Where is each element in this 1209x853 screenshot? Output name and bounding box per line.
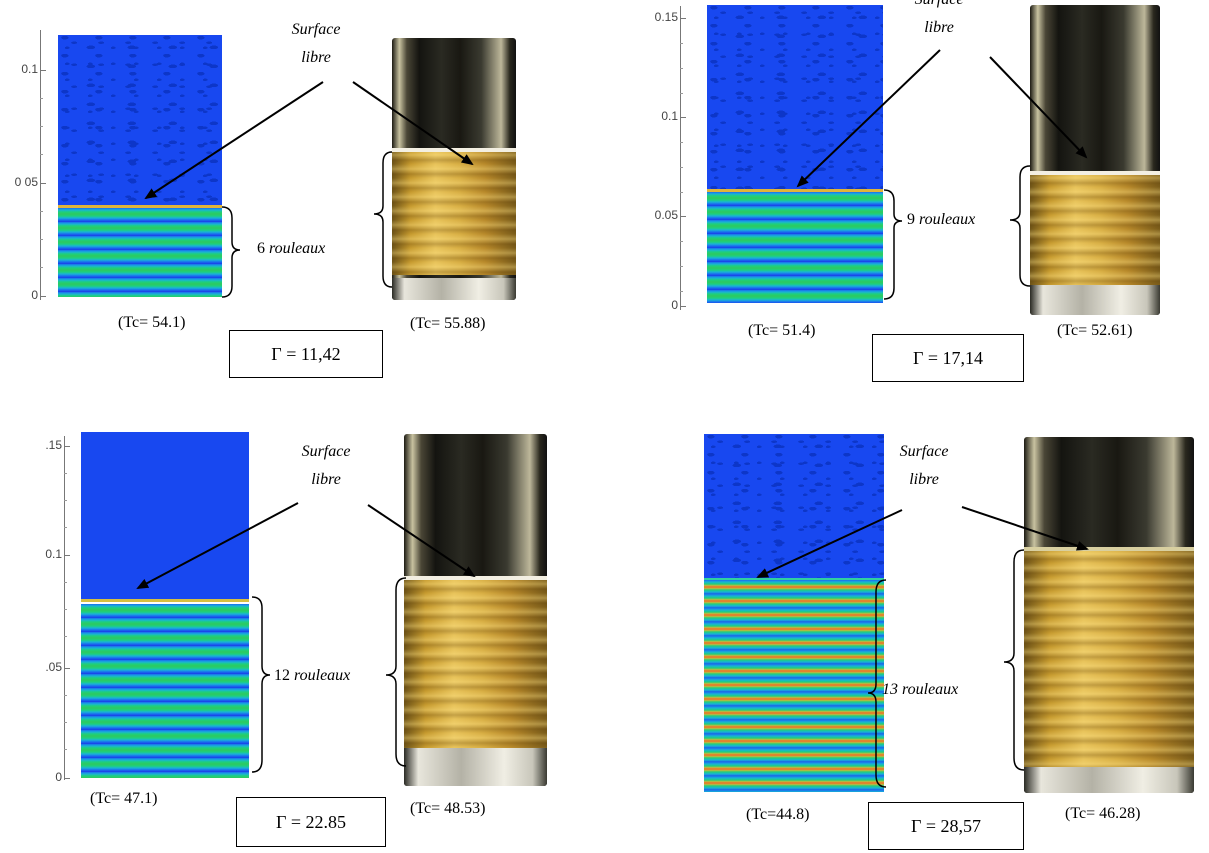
simulation-field [707,5,883,303]
rolls-count: 12 [274,667,290,684]
sim-caption: (Tc= 54.1) [118,314,186,331]
arrow-photo [989,56,1088,159]
tick-label: 0 [31,288,38,302]
axis-y: .15 0.1 .05 0 [24,436,84,786]
axis-y: 0.15 0.1 0.05 0 [640,6,700,316]
brace-sim [251,596,271,773]
sim-caption: (Tc= 51.4) [748,322,816,339]
simulation-field [81,432,249,778]
tick-label: 0 [55,770,62,784]
experiment-photo [1030,5,1160,315]
brace-photo [1003,549,1025,771]
rolls-count: 6 [257,240,265,257]
rolls-word: rouleaux [269,240,326,257]
tick-label: .05 [45,660,62,674]
rolls-word: rouleaux [294,667,351,684]
tick-label: 0.15 [654,10,678,24]
rolls-word: rouleaux [919,211,976,228]
arrow-sim [796,49,941,188]
arrow-sim [756,509,903,578]
rolls-label: 13 rouleaux [882,681,958,699]
gamma-box: Γ = 11,42 [229,330,383,378]
experiment-photo [404,434,547,786]
tick-label: 0 05 [14,175,38,189]
arrow-sim [144,81,324,200]
arrow-photo [352,81,474,166]
brace-sim [221,206,241,298]
sim-caption: (Tc= 47.1) [90,790,158,807]
gamma-box: Γ = 17,14 [872,334,1024,382]
tick-label: 0.1 [21,62,38,76]
tick-label: 0.1 [45,547,62,561]
brace-sim [883,189,903,300]
rolls-count: 13 [882,681,898,698]
tick-label: 0.05 [654,208,678,222]
gamma-box: Γ = 28,57 [868,802,1024,850]
photo-caption: (Tc= 46.28) [1065,805,1141,822]
arrow-photo [367,504,476,578]
rolls-label: 6 rouleaux [257,240,325,258]
sim-caption: (Tc=44.8) [746,806,810,823]
rolls-label: 9 rouleaux [907,211,975,229]
simulation-field [704,434,884,792]
surface-libre-label: Surface libre [301,443,351,488]
photo-caption: (Tc= 55.88) [410,315,486,332]
experiment-photo [1024,437,1194,793]
surface-libre-label: Surface libre [291,21,341,66]
arrow-photo [961,506,1089,551]
surface-libre-label: Surface libre [915,0,964,36]
brace-photo [373,151,393,288]
rolls-count: 9 [907,211,915,228]
surface-libre-label: Surface libre [899,443,949,488]
experiment-photo [392,38,516,300]
rolls-word: rouleaux [902,681,959,698]
arrow-sim [136,502,299,589]
photo-caption: (Tc= 48.53) [410,800,486,817]
tick-label: 0 [671,298,678,312]
simulation-field [58,35,222,297]
brace-photo [385,577,407,767]
rolls-label: 12 rouleaux [274,667,350,685]
brace-sim [867,579,887,788]
tick-label: .15 [45,438,62,452]
photo-caption: (Tc= 52.61) [1057,322,1133,339]
gamma-box: Γ = 22.85 [236,797,386,847]
tick-label: 0.1 [661,109,678,123]
brace-photo [1009,165,1031,287]
axis-y: 0.1 0 05 0 [0,30,60,310]
